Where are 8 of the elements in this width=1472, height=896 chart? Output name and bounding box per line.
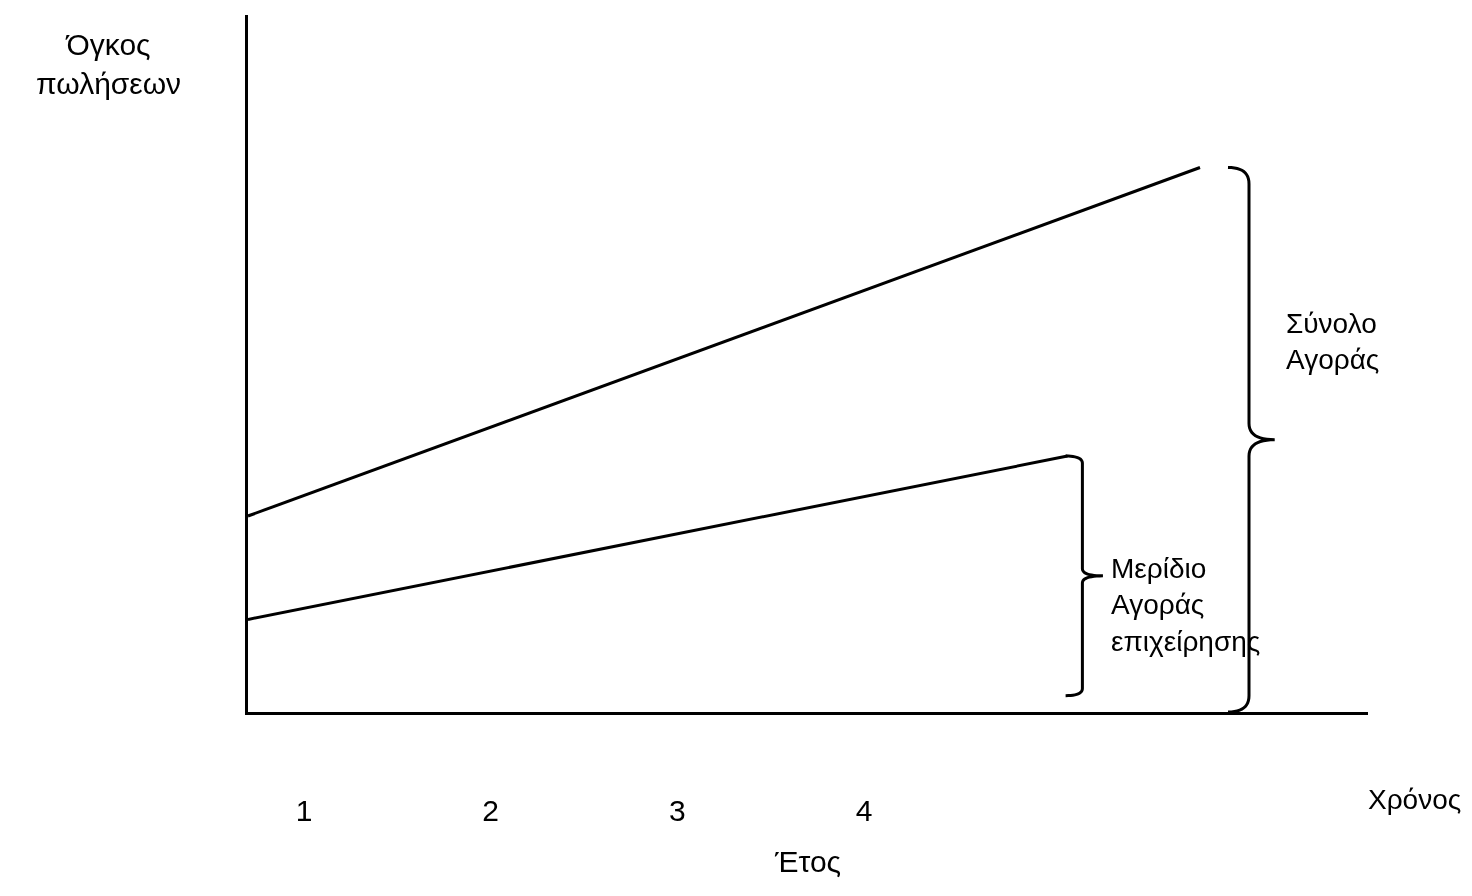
x-axis-title: Έτος	[773, 844, 842, 878]
x-tick-label: 1	[295, 794, 313, 827]
y-axis-title: Όγκος πωλήσεων	[36, 28, 182, 100]
annotation: Σύνολο Αγοράς	[1286, 308, 1380, 376]
x-tick-label: 2	[482, 794, 500, 827]
x-tick-label: 3	[668, 794, 686, 827]
x-tick-label: 4	[855, 794, 873, 827]
text: Χρόνος	[1368, 784, 1462, 815]
